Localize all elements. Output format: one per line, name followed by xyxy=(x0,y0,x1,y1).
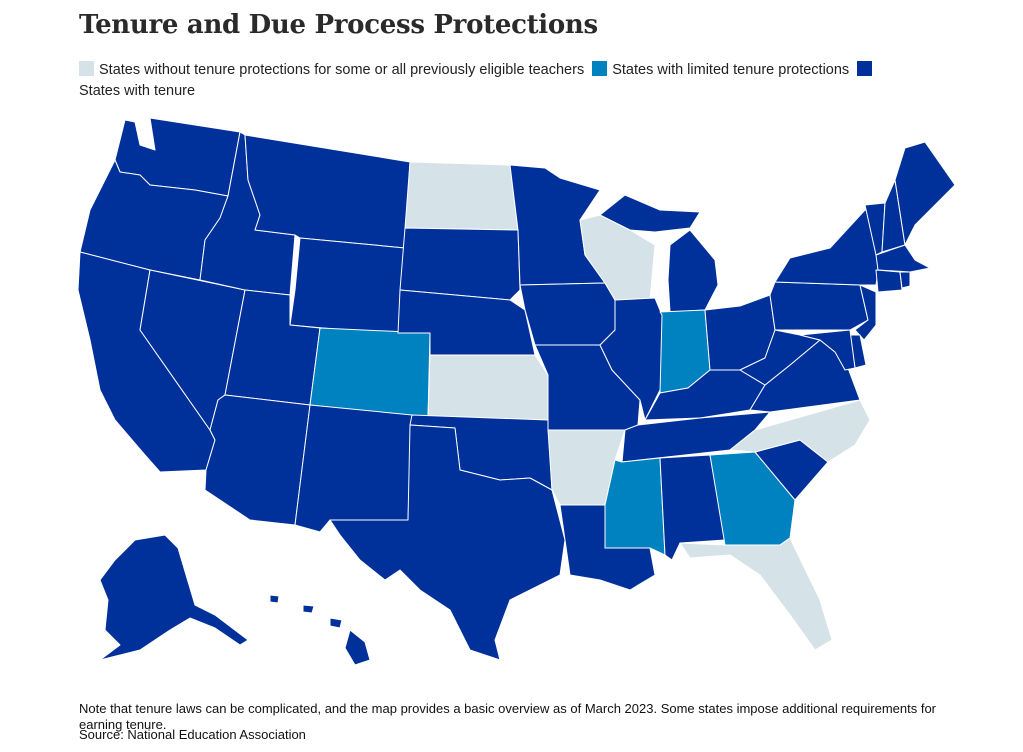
state-maine xyxy=(894,141,956,246)
legend-item-limited-tenure: States with limited tenure protections xyxy=(592,61,850,78)
state-south-dakota xyxy=(399,227,521,301)
state-montana xyxy=(244,134,411,249)
state-michigan-up xyxy=(599,194,701,233)
state-arizona xyxy=(204,394,311,526)
state-new-mexico xyxy=(294,404,413,533)
state-alaska xyxy=(99,534,249,661)
legend-swatch-no-tenure xyxy=(79,61,94,76)
legend-swatch-tenure xyxy=(857,61,873,76)
legend: States without tenure protections for so… xyxy=(79,60,899,102)
state-hawaii xyxy=(344,629,371,666)
state-florida xyxy=(679,537,833,651)
state-maryland xyxy=(799,329,856,371)
state-new-jersey xyxy=(854,284,877,341)
state-new-york xyxy=(774,209,881,286)
state-colorado xyxy=(309,327,431,419)
state-rhode-island xyxy=(899,271,911,289)
legend-item-no-tenure: States without tenure protections for so… xyxy=(79,61,585,78)
state-pennsylvania xyxy=(769,281,869,331)
us-map xyxy=(77,117,956,666)
state-illinois xyxy=(599,297,666,421)
state-hawaii-kauai xyxy=(269,594,280,604)
state-north-dakota xyxy=(404,161,519,231)
map-source: Source: National Education Association xyxy=(79,727,306,742)
state-michigan xyxy=(667,229,719,313)
state-wyoming xyxy=(289,237,406,336)
state-connecticut xyxy=(875,269,903,293)
state-texas xyxy=(329,424,566,661)
state-kansas xyxy=(427,354,549,421)
legend-label-tenure: States with tenure xyxy=(79,83,196,99)
state-west-virginia xyxy=(739,329,821,386)
state-north-carolina xyxy=(729,399,871,463)
state-iowa xyxy=(519,282,616,346)
state-hawaii-maui xyxy=(329,617,343,629)
legend-swatch-limited-tenure xyxy=(592,61,608,76)
legend-label-no-tenure: States without tenure protections for so… xyxy=(99,62,585,78)
legend-item-tenure: States with tenure xyxy=(79,61,877,99)
legend-label-limited-tenure: States with limited tenure protections xyxy=(612,62,850,78)
state-mississippi xyxy=(604,457,666,556)
map-title: Tenure and Due Process Protections xyxy=(79,10,598,40)
state-hawaii-oahu xyxy=(302,604,315,614)
map-note: Note that tenure laws can be complicated… xyxy=(79,701,937,732)
